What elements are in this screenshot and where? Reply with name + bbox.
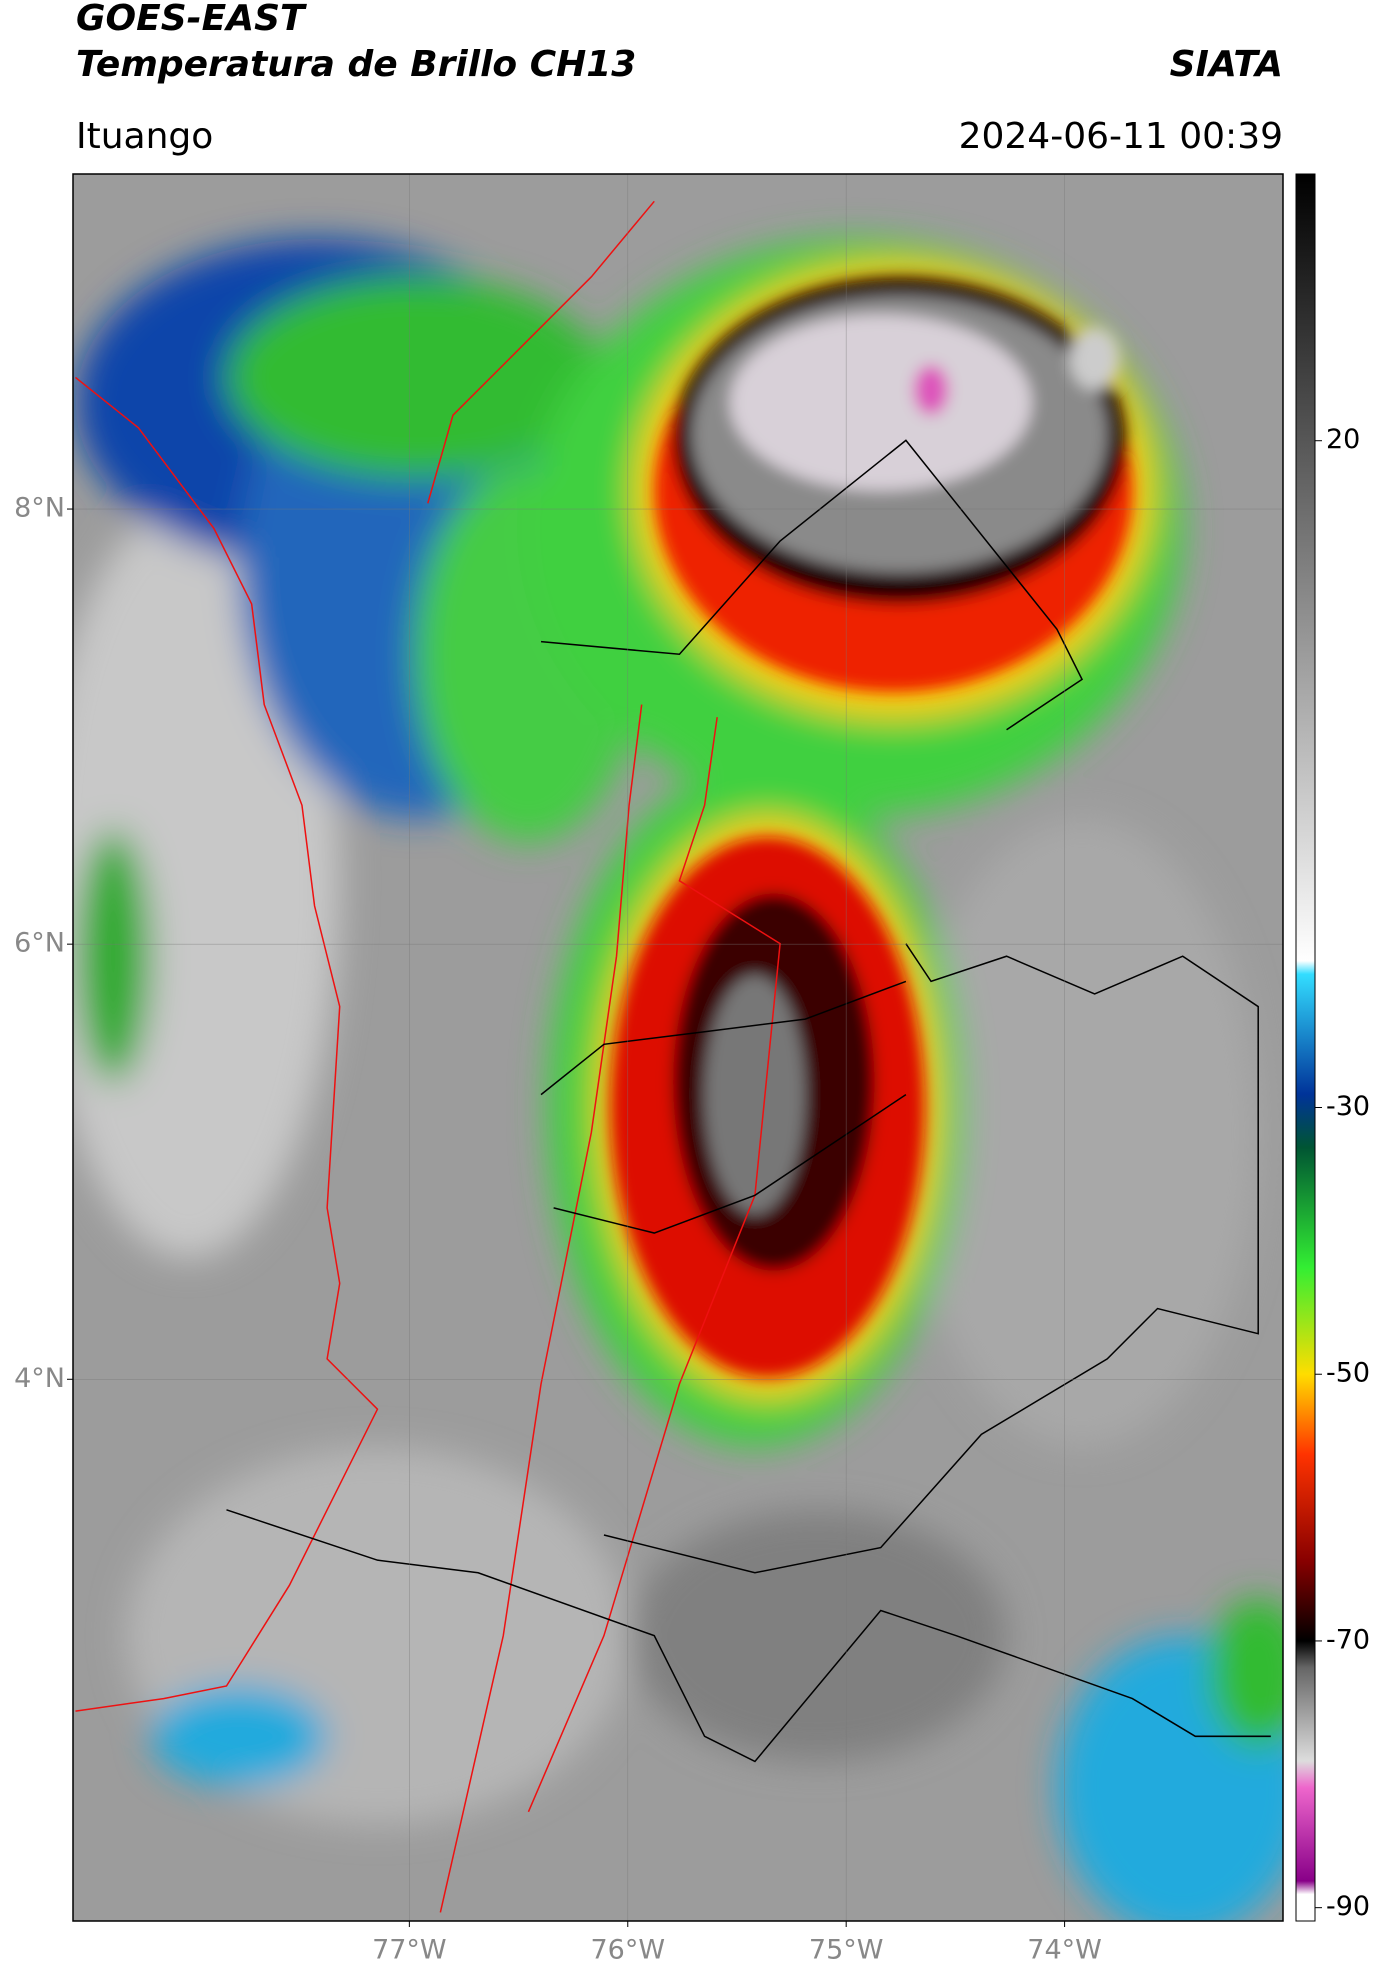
grid: [73, 174, 1283, 1921]
colorbar: [1295, 173, 1316, 1922]
colorbar-tick-label: -90: [1326, 1891, 1370, 1922]
subtitle: Temperatura de Brillo CH13: [76, 44, 636, 85]
title: GOES-EAST: [76, 0, 307, 39]
x-tick-label: 77°W: [372, 1935, 447, 1966]
x-tick-label: 76°W: [590, 1935, 665, 1966]
colorbar-tick-label: 20: [1326, 424, 1360, 455]
x-tick-label: 74°W: [1027, 1935, 1102, 1966]
map-frame: [72, 173, 1284, 1922]
colorbar-tick-label: -30: [1326, 1091, 1370, 1122]
satellite-image: [73, 174, 1283, 1921]
datetime: 2024-06-11 00:39: [959, 116, 1283, 157]
y-tick-label: 4°N: [14, 1363, 65, 1394]
y-tick-label: 6°N: [14, 928, 65, 959]
agency: SIATA: [1170, 44, 1283, 85]
location: Ituango: [76, 116, 213, 157]
colorbar-tick-label: -50: [1326, 1358, 1370, 1389]
y-tick-label: 8°N: [14, 493, 65, 524]
colorbar-tick-label: -70: [1326, 1624, 1370, 1655]
x-tick-label: 75°W: [809, 1935, 884, 1966]
